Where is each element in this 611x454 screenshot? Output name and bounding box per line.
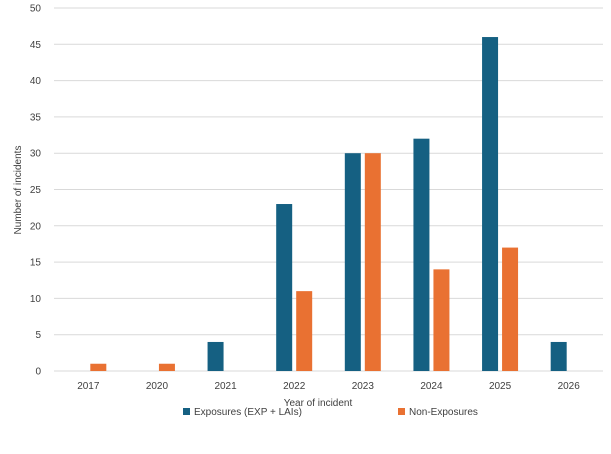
legend-swatch-exposures xyxy=(183,408,190,415)
bars xyxy=(90,37,567,371)
x-tick-label: 2026 xyxy=(558,381,581,392)
bar-exposures-2024 xyxy=(413,138,430,371)
gridlines xyxy=(54,7,603,372)
y-tick-label: 15 xyxy=(30,258,42,269)
legend: Exposures (EXP + LAIs) Non-Exposures xyxy=(183,407,478,418)
bar-exposures-2022 xyxy=(276,204,293,371)
bar-non-exposures-2022 xyxy=(296,291,313,371)
y-tick-label: 45 xyxy=(30,40,42,51)
x-tick-label: 2021 xyxy=(214,381,237,392)
bar-non-exposures-2020 xyxy=(158,363,175,371)
y-tick-label: 25 xyxy=(30,185,42,196)
legend-label-exposures: Exposures (EXP + LAIs) xyxy=(194,407,302,418)
x-tick-label: 2024 xyxy=(420,381,443,392)
bar-non-exposures-2023 xyxy=(364,153,381,371)
y-tick-label: 35 xyxy=(30,112,42,123)
x-tick-label: 2023 xyxy=(352,381,375,392)
y-tick-label: 50 xyxy=(30,4,42,15)
bar-exposures-2026 xyxy=(550,341,567,371)
bar-non-exposures-2024 xyxy=(433,269,450,371)
bar-exposures-2021 xyxy=(207,341,224,371)
bar-exposures-2023 xyxy=(344,153,361,371)
x-tick-label: 2025 xyxy=(489,381,512,392)
bar-non-exposures-2017 xyxy=(90,363,107,371)
y-tick-label: 0 xyxy=(35,367,41,378)
y-axis-title: Number of incidents xyxy=(13,146,24,235)
y-tick-label: 5 xyxy=(35,330,41,341)
y-tick-label: 40 xyxy=(30,76,42,87)
x-tick-label: 2017 xyxy=(77,381,100,392)
x-tick-label: 2020 xyxy=(146,381,169,392)
y-axis-tick-labels: 0 5 10 15 20 25 30 35 40 45 50 xyxy=(30,4,42,378)
y-tick-label: 10 xyxy=(30,294,42,305)
x-tick-label: 2022 xyxy=(283,381,306,392)
y-tick-label: 30 xyxy=(30,149,42,160)
x-axis-title: Year of incident xyxy=(284,398,353,409)
legend-label-non-exposures: Non-Exposures xyxy=(409,407,478,418)
x-axis-tick-labels: 2017 2020 2021 2022 2023 2024 2025 2026 xyxy=(77,381,580,392)
bar-non-exposures-2025 xyxy=(502,247,519,371)
bar-exposures-2025 xyxy=(482,37,499,371)
legend-swatch-non-exposures xyxy=(398,408,405,415)
y-tick-label: 20 xyxy=(30,221,42,232)
